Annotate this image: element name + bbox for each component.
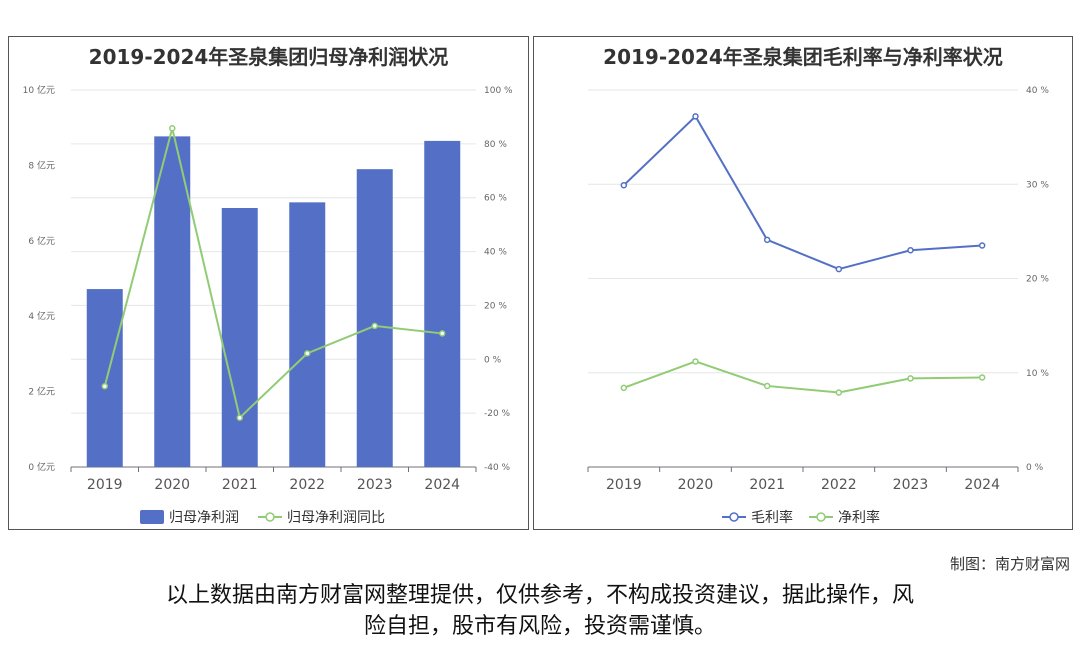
- margin-chart: 0 % 10 % 20 % 30 % 40 % 2019 2020 2021 2022 2023 2…: [587, 86, 1049, 526]
- right-axis-tick-label: 100 %: [484, 86, 513, 96]
- x-axis-tick-label: 2022: [289, 477, 325, 493]
- yoy-point: [236, 414, 243, 421]
- right-axis-tick-label: -40 %: [484, 463, 511, 473]
- net-margin-point: [907, 375, 914, 382]
- gross-margin-point: [692, 113, 699, 120]
- right-axis-tick-label: 20 %: [1026, 275, 1049, 285]
- chart-panel-net-profit: 2019-2024年圣泉集团归母净利润状况 -40 % -20 % 0 % 20 % 4…: [8, 36, 529, 530]
- x-axis-tick-label: 2020: [678, 477, 714, 493]
- chart-credit: 制图：南方财富网: [949, 555, 1070, 573]
- net-margin-point: [835, 389, 843, 396]
- net-profit-chart: -40 % -20 % 0 % 20 % 40 % 60 % 80 % 100 % 0 亿元 2 …: [23, 84, 513, 526]
- net-margin-point: [978, 374, 986, 381]
- legend-label: 归母净利润: [169, 509, 239, 526]
- legend-swatch-bar: [140, 510, 164, 524]
- chart-title: 2019-2024年圣泉集团归母净利润状况: [88, 45, 449, 69]
- net-margin-point: [692, 358, 699, 365]
- yoy-point: [304, 350, 311, 357]
- x-axis-tick-label: 2023: [357, 477, 393, 493]
- right-axis-tick-label: -20 %: [484, 409, 511, 419]
- net-margin-point: [620, 384, 628, 392]
- yoy-point: [169, 124, 176, 132]
- gross-margin-point: [763, 236, 771, 244]
- x-axis-tick-label: 2024: [964, 477, 1000, 493]
- right-axis-tick-label: 40 %: [1026, 86, 1049, 96]
- right-axis-tick-label: 0 %: [484, 355, 502, 365]
- chart-panel-margins: 2019-2024年圣泉集团毛利率与净利率状况 0 % 10 % 20 % 30 % 4…: [533, 36, 1073, 530]
- right-axis-tick-label: 40 %: [484, 248, 507, 258]
- right-axis-tick-label: 0 %: [1026, 463, 1044, 473]
- bar: [356, 169, 393, 468]
- legend-label: 净利率: [838, 509, 880, 526]
- left-axis-tick-label: 0 亿元: [28, 461, 55, 473]
- disclaimer: 以上数据由南方财富网整理提供，仅供参考，不构成投资建议，据此操作，风 险自担，股…: [0, 580, 1080, 642]
- x-axis-tick-label: 2021: [222, 477, 258, 493]
- legend-swatch-marker: [265, 512, 275, 522]
- x-axis-tick-label: 2023: [893, 477, 929, 493]
- yoy-point: [371, 322, 378, 330]
- x-axis-tick-label: 2019: [606, 477, 642, 493]
- right-axis-tick-label: 30 %: [1026, 180, 1049, 190]
- left-axis-tick-label: 6 亿元: [28, 235, 55, 247]
- gross-margin-point: [835, 265, 843, 273]
- x-axis-tick-label: 2022: [821, 477, 857, 493]
- x-axis-tick-label: 2020: [154, 477, 190, 493]
- left-axis-tick-label: 2 亿元: [28, 386, 55, 398]
- net-margin-point: [763, 382, 771, 390]
- disclaimer-line: 险自担，股市有风险，投资需谨慎。: [363, 614, 716, 639]
- bar: [86, 289, 123, 467]
- x-axis-tick-label: 2024: [424, 477, 460, 493]
- yoy-line: [103, 127, 443, 420]
- right-axis-tick-label: 20 %: [484, 301, 507, 311]
- gross-margin-point: [907, 246, 914, 254]
- bar: [424, 140, 461, 467]
- right-axis-tick-label: 60 %: [484, 194, 507, 204]
- net-margin-line: [623, 360, 983, 394]
- left-axis-tick-label: 10 亿元: [23, 84, 55, 96]
- gross-margin-line: [623, 114, 983, 271]
- yoy-point: [101, 382, 108, 390]
- legend-swatch-marker: [816, 512, 826, 522]
- gross-margin-point: [978, 242, 986, 249]
- legend-label: 归母净利润同比: [287, 509, 385, 526]
- left-axis-tick-label: 8 亿元: [28, 159, 55, 171]
- bar: [154, 136, 191, 467]
- bar: [289, 202, 326, 467]
- right-axis-tick-label: 10 %: [1026, 369, 1049, 379]
- bar: [221, 208, 258, 467]
- legend-label: 毛利率: [751, 509, 793, 526]
- left-axis-tick-label: 4 亿元: [28, 310, 55, 322]
- yoy-point: [439, 330, 446, 337]
- x-axis-tick-label: 2019: [87, 477, 123, 493]
- gross-margin-point: [620, 181, 628, 189]
- legend-swatch-marker: [729, 512, 739, 522]
- x-axis-tick-label: 2021: [749, 477, 785, 493]
- disclaimer-line: 以上数据由南方财富网整理提供，仅供参考，不构成投资建议，据此操作，风: [165, 583, 914, 608]
- right-axis-tick-label: 80 %: [484, 140, 507, 150]
- chart-title: 2019-2024年圣泉集团毛利率与净利率状况: [603, 45, 1003, 69]
